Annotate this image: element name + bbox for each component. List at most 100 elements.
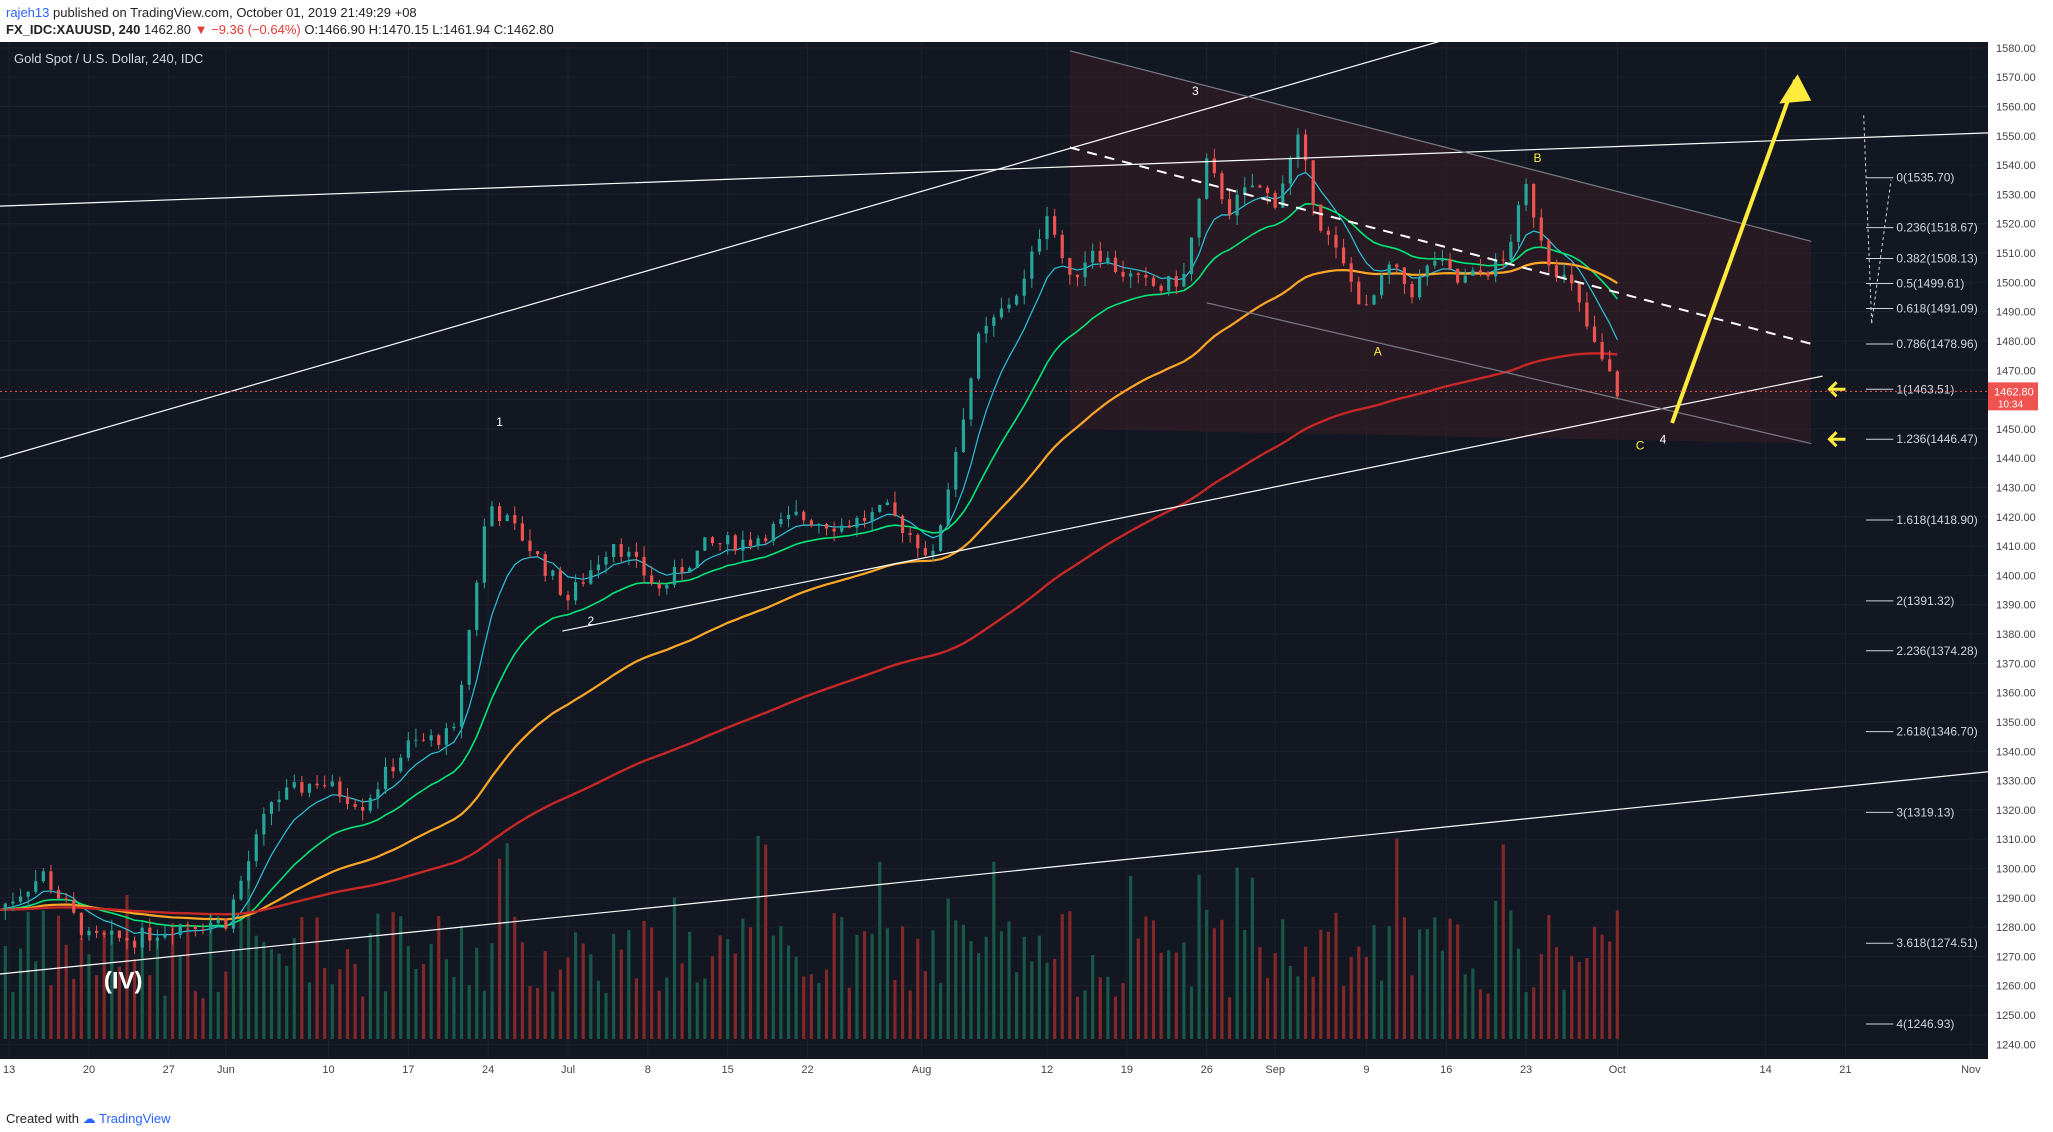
price-axis[interactable]	[1988, 42, 2053, 1097]
price-chart[interactable]: 0(1535.70) 0.236(1518.67) 0.382(1508.13) 0.…	[0, 42, 2053, 1097]
candle-body	[72, 899, 76, 913]
volume-bar	[285, 965, 289, 1039]
volume-bar	[1456, 924, 1460, 1039]
candle-body	[1570, 274, 1574, 284]
candle-body	[817, 524, 821, 526]
candle-body	[482, 526, 486, 583]
volume-bar	[338, 969, 342, 1039]
candle-body	[1281, 183, 1285, 208]
volume-bar	[1600, 934, 1604, 1039]
volume-bar	[186, 927, 190, 1039]
candle-body	[1357, 281, 1361, 305]
volume-bar	[239, 918, 243, 1039]
price-tick-label: 1580.00	[1996, 43, 2036, 55]
fib-level-label: 0(1535.70)	[1896, 171, 1954, 185]
volume-bar	[1144, 916, 1148, 1039]
volume-bar	[1509, 910, 1513, 1039]
time-tick-label: 16	[1440, 1064, 1452, 1076]
candle-body	[878, 504, 882, 512]
volume-bar	[1410, 975, 1414, 1039]
candle-body	[695, 550, 699, 568]
volume-bar	[1106, 976, 1110, 1039]
time-axis[interactable]	[0, 1059, 2053, 1097]
volume-bar	[94, 975, 99, 1039]
tradingview-brand[interactable]: TradingView	[99, 1111, 171, 1126]
candle-body	[1600, 341, 1604, 360]
chart-area[interactable]: 0(1535.70) 0.236(1518.67) 0.382(1508.13) 0.…	[0, 42, 2053, 1097]
candle-body	[1410, 283, 1414, 298]
candle-body	[885, 502, 889, 505]
volume-bar	[817, 983, 821, 1039]
candle-body	[1326, 230, 1330, 235]
volume-bar	[376, 913, 380, 1039]
volume-bar	[1015, 972, 1019, 1039]
candle-body	[368, 798, 372, 811]
candle-body	[551, 570, 555, 576]
candle-body	[688, 567, 692, 573]
time-tick-label: 12	[1041, 1064, 1053, 1076]
author-link[interactable]: rajeh13	[6, 5, 50, 20]
wave-labels: (IV) 1 2 3 A B C 4	[104, 84, 1667, 995]
volume-bar	[102, 930, 106, 1039]
candle-body	[900, 515, 905, 533]
candle-body	[1091, 250, 1095, 263]
time-tick-label: Oct	[1609, 1064, 1626, 1076]
volume-bar	[406, 946, 410, 1039]
volume-bar	[247, 877, 251, 1039]
fib-level-label: 0.236(1518.67)	[1896, 221, 1977, 235]
candle-body	[1372, 295, 1376, 305]
candle-body	[1341, 247, 1346, 264]
candle-body	[946, 489, 950, 526]
volume-bar	[1440, 950, 1445, 1039]
volume-bar	[1167, 950, 1171, 1039]
candle-body	[961, 419, 965, 452]
candle-body	[650, 575, 654, 584]
volume-bar	[361, 996, 365, 1039]
price-tick-label: 1380.00	[1996, 629, 2036, 641]
volume-bar	[1418, 929, 1422, 1039]
volume-bar	[353, 963, 357, 1039]
candle-body	[209, 923, 213, 930]
candlesticks	[3, 128, 1619, 958]
candle-body	[1235, 194, 1239, 216]
candle-body	[1387, 264, 1391, 275]
wave-label: B	[1533, 151, 1541, 165]
volume-bar	[1592, 926, 1597, 1039]
price-tick-label: 1310.00	[1996, 834, 2036, 846]
candle-body	[429, 735, 433, 741]
price-tick-label: 1280.00	[1996, 922, 2036, 934]
volume-bar	[1151, 920, 1156, 1039]
price-tick-label: 1480.00	[1996, 336, 2036, 348]
price-tick-label: 1420.00	[1996, 512, 2036, 524]
volume-bar	[1174, 952, 1178, 1039]
volume-bar	[1189, 986, 1194, 1039]
time-tick-label: 15	[722, 1064, 734, 1076]
candle-body	[779, 519, 783, 524]
volume-bar	[1387, 926, 1391, 1039]
candle-body	[1615, 371, 1619, 397]
candle-body	[1425, 265, 1429, 277]
wave-label: A	[1374, 345, 1382, 359]
volume-bar	[383, 991, 388, 1039]
candle-body	[1311, 160, 1315, 205]
candle-body	[323, 785, 327, 787]
candle-body	[269, 802, 274, 814]
candle-body	[1144, 275, 1148, 278]
volume-bar	[345, 949, 350, 1039]
price-tick-label: 1510.00	[1996, 248, 2036, 260]
candle-body	[1524, 183, 1528, 206]
publish-header: rajeh13 published on TradingView.com, Oc…	[0, 0, 2053, 42]
candle-body	[1418, 276, 1422, 298]
volume-bar	[1136, 938, 1140, 1039]
volume-bar	[475, 947, 479, 1039]
volume-bar	[87, 954, 91, 1039]
candle-body	[520, 523, 524, 541]
wave-label: 2	[587, 614, 594, 628]
candle-body	[239, 880, 243, 900]
projection-arrow	[1670, 79, 1798, 424]
volume-bar	[665, 977, 669, 1039]
candle-body	[1045, 216, 1049, 240]
candle-body	[1098, 250, 1102, 262]
candle-body	[79, 912, 83, 936]
time-tick-label: Aug	[912, 1064, 932, 1076]
